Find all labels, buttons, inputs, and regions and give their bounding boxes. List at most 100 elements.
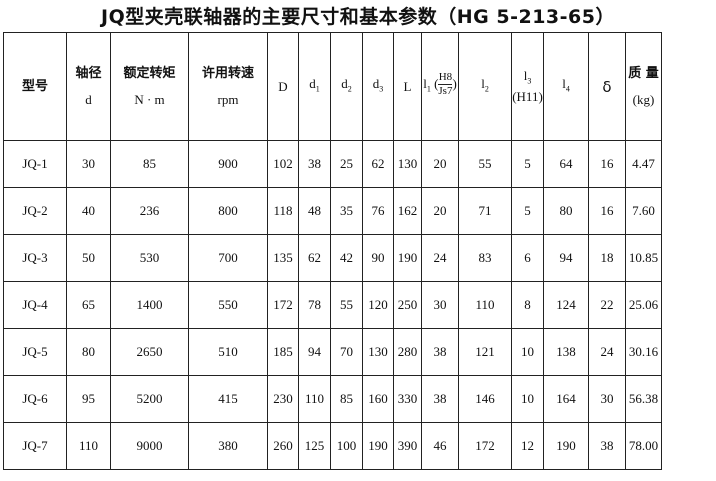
- header-speed: 许用转速 rpm: [188, 32, 268, 141]
- cell-D: 135: [267, 234, 299, 282]
- cell-delta: 18: [588, 234, 626, 282]
- cell-d3: 190: [362, 422, 394, 470]
- cell-shaft-d: 40: [66, 187, 111, 235]
- header-l4-sub: 4: [565, 84, 570, 94]
- table-row: JQ-5 80 2650 510 185 94 70 130 280 38 121 10 138 24 30…: [3, 328, 662, 376]
- cell-delta: 16: [588, 140, 626, 188]
- cell-d2: 35: [330, 187, 363, 235]
- cell-l2: 121: [458, 328, 512, 376]
- cell-speed: 380: [188, 422, 268, 470]
- cell-speed: 700: [188, 234, 268, 282]
- cell-l3: 10: [511, 328, 544, 376]
- cell-l2: 55: [458, 140, 512, 188]
- cell-d3: 160: [362, 375, 394, 423]
- cell-D: 172: [267, 281, 299, 329]
- header-mass-unit: (kg): [632, 92, 655, 107]
- table-row: JQ-7 110 9000 380 260 125 100 190 390 46 172 12 190 3…: [3, 422, 662, 470]
- cell-mass: 30.16: [625, 328, 662, 376]
- cell-model: JQ-7: [3, 422, 67, 470]
- cell-shaft-d: 110: [66, 422, 111, 470]
- cell-l4: 190: [543, 422, 589, 470]
- cell-l4: 94: [543, 234, 589, 282]
- cell-speed: 900: [188, 140, 268, 188]
- header-l1-tolerance: H8 Js7: [438, 71, 453, 98]
- cell-L: 162: [393, 187, 422, 235]
- cell-torque: 5200: [110, 375, 189, 423]
- cell-model: JQ-6: [3, 375, 67, 423]
- cell-model: JQ-1: [3, 140, 67, 188]
- cell-d1: 62: [298, 234, 331, 282]
- cell-torque: 9000: [110, 422, 189, 470]
- header-shaft-label: 轴径: [75, 66, 102, 81]
- cell-l1: 20: [421, 140, 459, 188]
- cell-speed: 550: [188, 281, 268, 329]
- cell-l3: 5: [511, 187, 544, 235]
- header-model-label: 型号: [21, 79, 48, 94]
- cell-L: 330: [393, 375, 422, 423]
- cell-L: 280: [393, 328, 422, 376]
- header-shaft-symbol: d: [85, 92, 92, 107]
- cell-l1: 46: [421, 422, 459, 470]
- cell-d2: 42: [330, 234, 363, 282]
- cell-model: JQ-5: [3, 328, 67, 376]
- header-l3-sub: 3: [527, 76, 532, 86]
- header-speed-label: 许用转速: [201, 66, 254, 81]
- cell-d1: 48: [298, 187, 331, 235]
- cell-d3: 130: [362, 328, 394, 376]
- cell-l3: 5: [511, 140, 544, 188]
- header-d1-label: d: [309, 75, 316, 91]
- cell-l3: 10: [511, 375, 544, 423]
- cell-delta: 16: [588, 187, 626, 235]
- cell-d1: 110: [298, 375, 331, 423]
- header-d2: d2: [330, 32, 363, 141]
- cell-l2: 146: [458, 375, 512, 423]
- cell-l2: 172: [458, 422, 512, 470]
- cell-l4: 124: [543, 281, 589, 329]
- header-l2: l2: [458, 32, 512, 141]
- cell-d2: 100: [330, 422, 363, 470]
- table-title: JQ型夹壳联轴器的主要尺寸和基本参数（HG 5-213-65）: [101, 6, 615, 28]
- cell-shaft-d: 80: [66, 328, 111, 376]
- cell-l4: 164: [543, 375, 589, 423]
- header-d2-sub: 2: [347, 84, 352, 94]
- cell-l1: 38: [421, 328, 459, 376]
- cell-d2: 55: [330, 281, 363, 329]
- cell-l3: 12: [511, 422, 544, 470]
- cell-d3: 62: [362, 140, 394, 188]
- header-d1-sub: 1: [315, 84, 320, 94]
- header-l3: l3 (H11): [511, 32, 544, 141]
- cell-d1: 38: [298, 140, 331, 188]
- cell-model: JQ-4: [3, 281, 67, 329]
- header-mass-label: 质 量: [628, 66, 659, 81]
- header-speed-unit: rpm: [217, 92, 239, 107]
- cell-l4: 138: [543, 328, 589, 376]
- cell-d3: 90: [362, 234, 394, 282]
- cell-mass: 7.60: [625, 187, 662, 235]
- header-torque-label: 额定转矩: [123, 66, 176, 81]
- cell-l1: 20: [421, 187, 459, 235]
- cell-torque: 530: [110, 234, 189, 282]
- cell-mass: 4.47: [625, 140, 662, 188]
- table-row: JQ-4 65 1400 550 172 78 55 120 250 30 110 8 124 22 25.…: [3, 281, 662, 329]
- header-l2-sub: 2: [484, 84, 489, 94]
- cell-L: 130: [393, 140, 422, 188]
- cell-torque: 85: [110, 140, 189, 188]
- cell-D: 118: [267, 187, 299, 235]
- cell-D: 230: [267, 375, 299, 423]
- cell-L: 190: [393, 234, 422, 282]
- cell-delta: 30: [588, 375, 626, 423]
- header-d3: d3: [362, 32, 394, 141]
- cell-model: JQ-2: [3, 187, 67, 235]
- cell-D: 185: [267, 328, 299, 376]
- header-d1: d1: [298, 32, 331, 141]
- header-l4-label: l: [562, 75, 566, 91]
- header-l1: l1 (H8 Js7): [421, 32, 459, 141]
- cell-mass: 56.38: [625, 375, 662, 423]
- cell-l1: 30: [421, 281, 459, 329]
- table-row: JQ-1 30 85 900 102 38 25 62 130 20 55 5 64 16 4.47: [3, 140, 662, 188]
- cell-l3: 6: [511, 234, 544, 282]
- cell-L: 390: [393, 422, 422, 470]
- header-torque: 额定转矩 N · m: [110, 32, 189, 141]
- cell-delta: 38: [588, 422, 626, 470]
- cell-l4: 64: [543, 140, 589, 188]
